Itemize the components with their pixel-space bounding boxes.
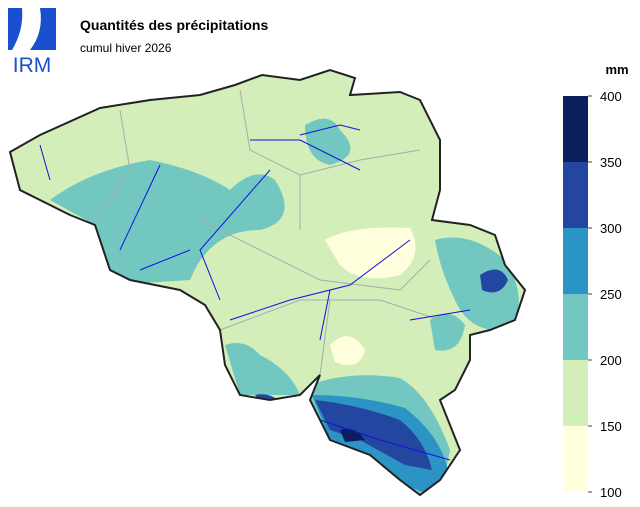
precipitation-map — [10, 70, 525, 495]
legend-tick-label: 300 — [600, 221, 622, 236]
legend-swatch — [563, 162, 588, 228]
legend: 100 150 200 250 300 350 400 — [563, 89, 622, 500]
legend-tick-label: 350 — [600, 155, 622, 170]
legend-tick-label: 200 — [600, 353, 622, 368]
legend-unit: mm — [605, 62, 628, 77]
logo-text: IRM — [13, 54, 52, 77]
map-subtitle: cumul hiver 2026 — [80, 41, 172, 55]
logo: IRM — [8, 8, 56, 77]
legend-swatch — [563, 228, 588, 294]
legend-swatch — [563, 426, 588, 492]
legend-tick-label: 400 — [600, 89, 622, 104]
legend-swatch — [563, 294, 588, 360]
legend-swatch — [563, 96, 588, 162]
map-title: Quantités des précipitations — [80, 17, 268, 33]
legend-swatch — [563, 360, 588, 426]
legend-tick-label: 250 — [600, 287, 622, 302]
legend-tick-label: 150 — [600, 419, 622, 434]
legend-tick-label: 100 — [600, 485, 622, 500]
